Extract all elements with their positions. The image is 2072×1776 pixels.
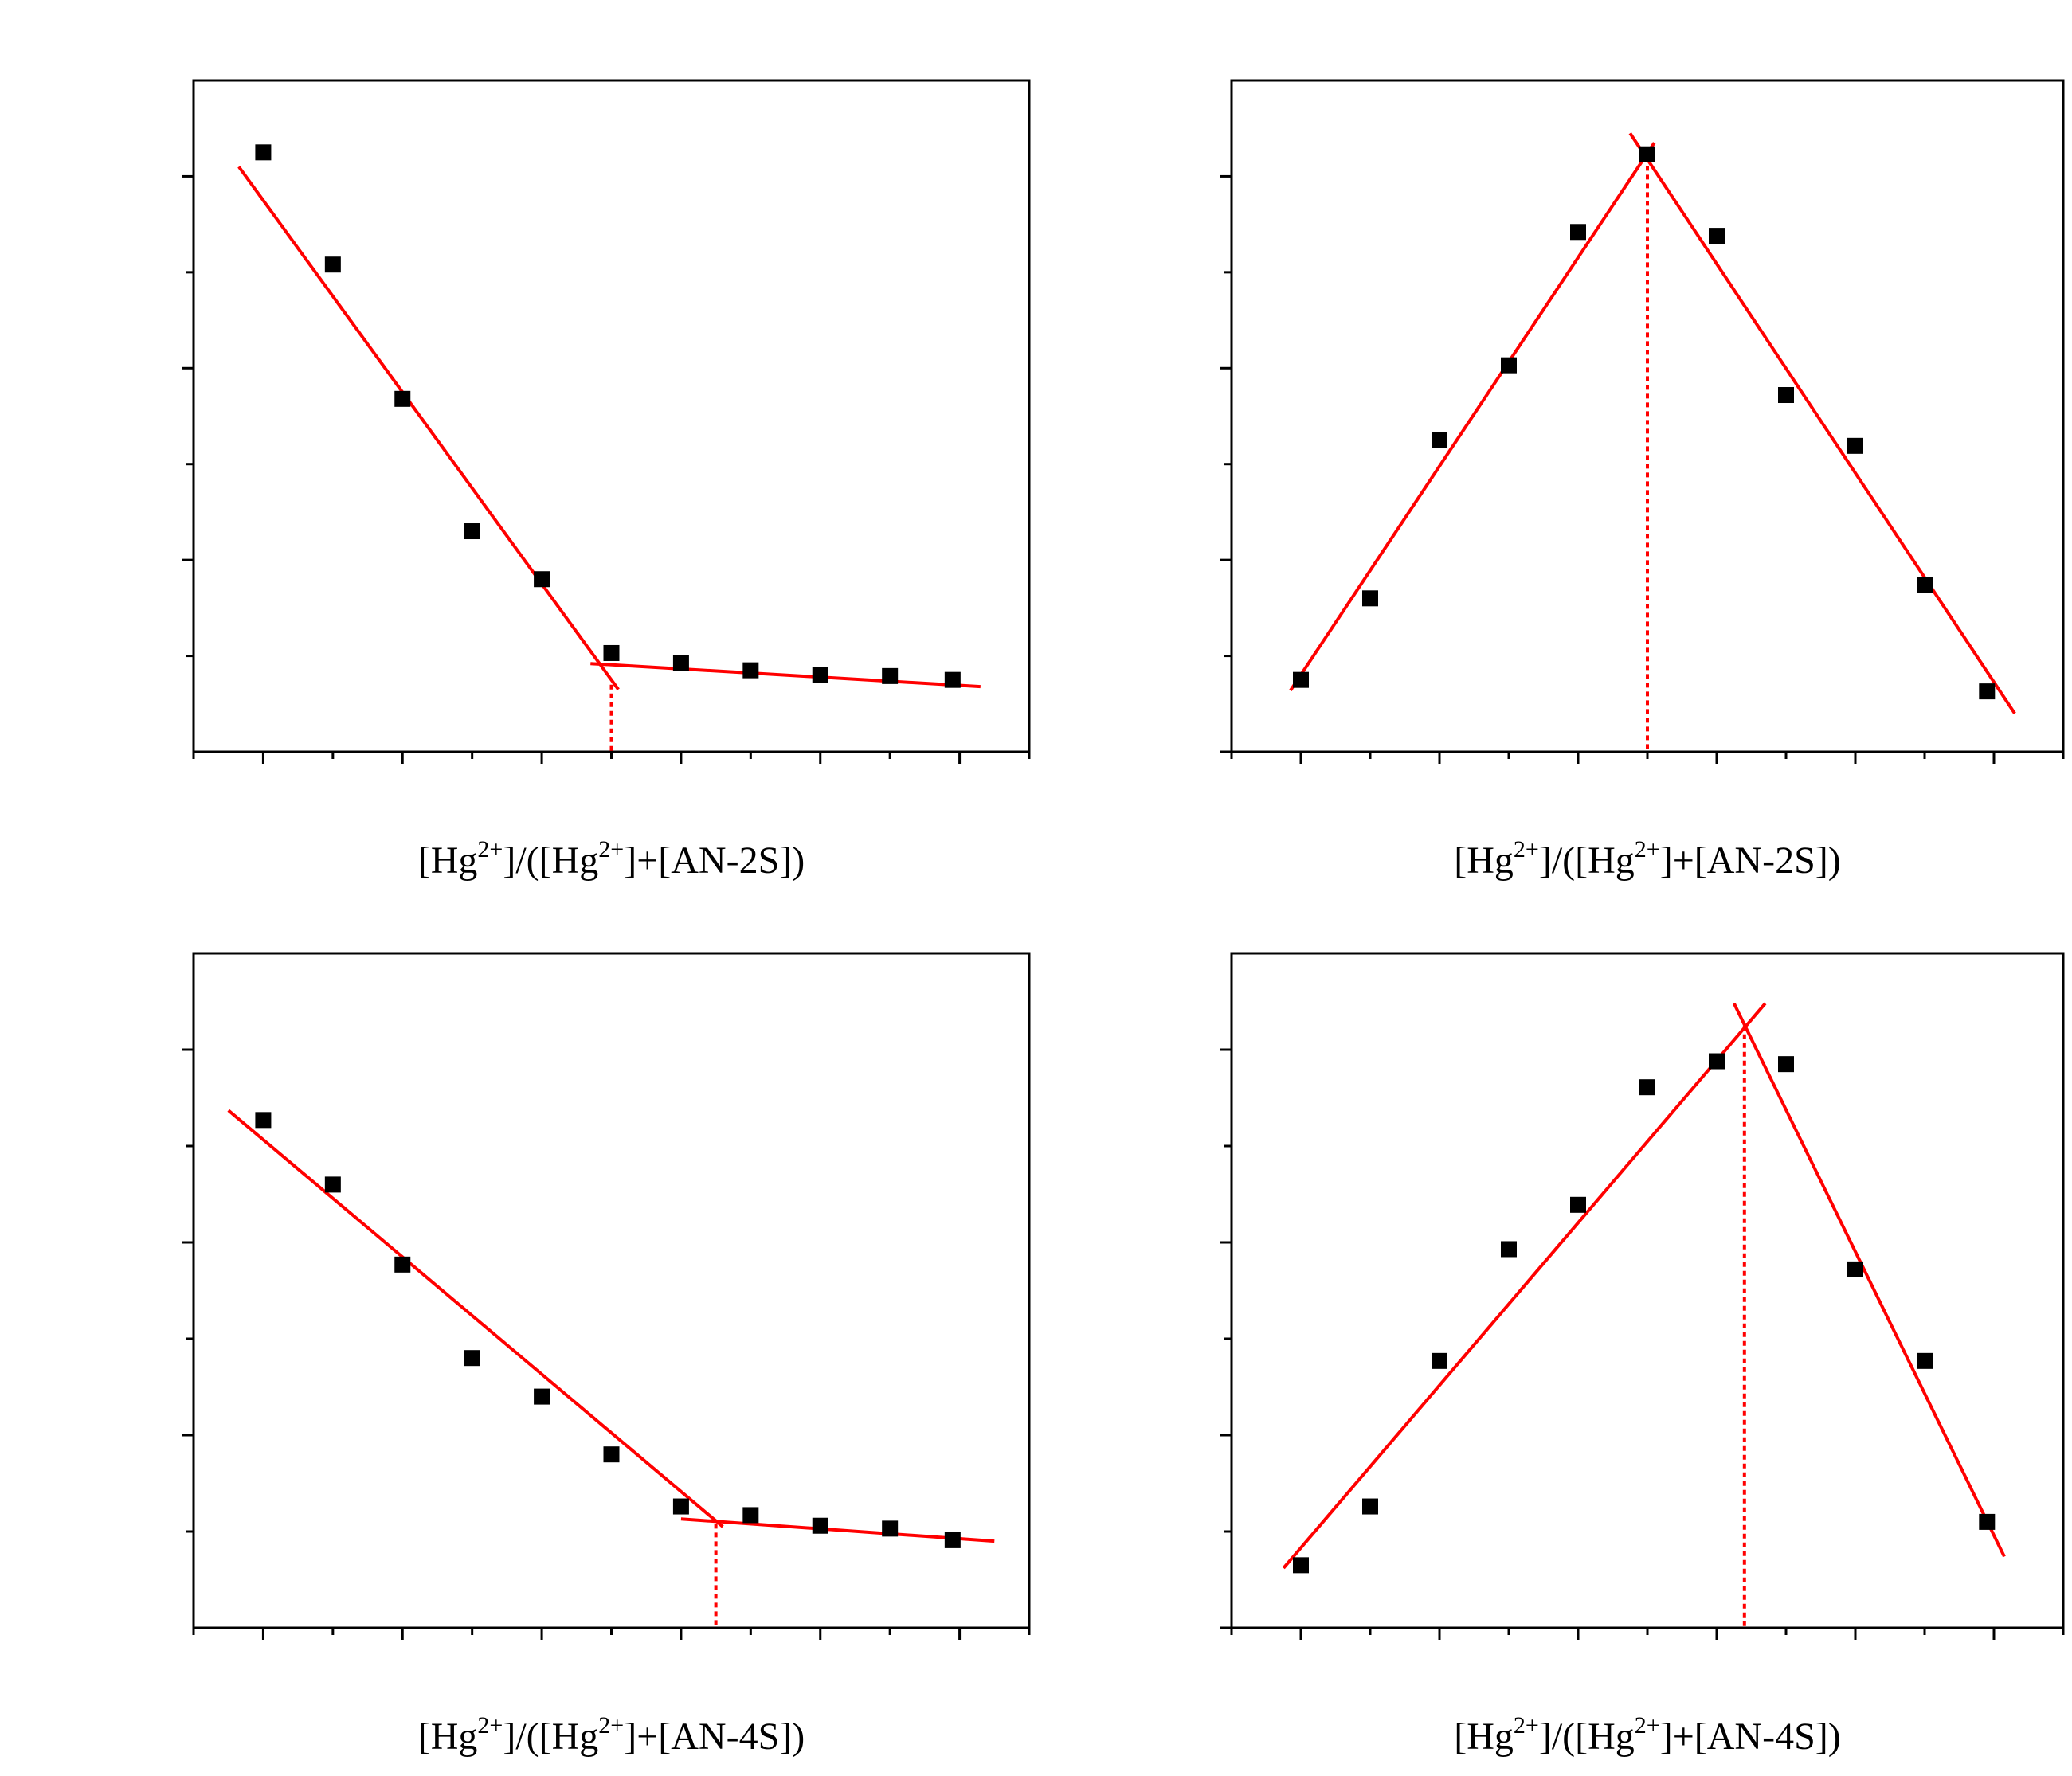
data-point [1709,1053,1725,1070]
data-point [394,1256,411,1273]
panel-d: [Hg2+]/([Hg2+]+[AN-4S]) [1220,952,2065,1758]
data-point [1847,1261,1863,1277]
fit-line-1 [237,166,620,690]
axis-frame [1230,952,2065,1629]
data-point [1778,1056,1794,1073]
data-point [1293,671,1309,688]
data-point [1979,683,1996,700]
x-axis-title-superscript: 2+ [477,1712,503,1739]
data-point [1709,228,1725,244]
x-axis-title-part: [Hg [418,1715,478,1758]
data-point [394,390,411,407]
data-point [1432,1352,1447,1369]
x-axis-title-part: ]+[AN-4S]) [624,1715,805,1758]
x-axis-title-part: ]+[AN-2S]) [1660,839,1841,882]
data-point [812,667,828,683]
data-point [882,1520,899,1537]
fit-line-2 [1628,132,2016,714]
panel-c: [Hg2+]/([Hg2+]+[AN-4S]) [182,952,1031,1758]
x-axis-title-part: ]+[AN-4S]) [1660,1715,1841,1758]
x-axis-title-part: ]+[AN-2S]) [624,839,805,882]
data-point [944,1532,961,1548]
data-point [944,671,961,688]
data-point [1501,357,1517,374]
x-axis-title-superscript: 2+ [1514,1712,1539,1739]
data-point [1847,437,1863,454]
data-point [1570,1196,1586,1213]
data-point [882,667,899,684]
fit-line-2 [1732,1003,2006,1558]
data-point [1639,146,1655,162]
data-point [672,655,689,671]
x-axis-title-part: ]/([Hg [1539,839,1635,882]
data-point [603,644,620,661]
fit-line-2 [590,662,981,689]
fit-line-2 [680,1517,995,1543]
x-axis-title-part: [Hg [1454,1715,1514,1758]
axis-frame [192,952,1031,1629]
data-point [742,1507,759,1524]
data-point [1501,1241,1517,1258]
fit-line-1 [1289,142,1656,692]
data-point [742,662,759,679]
data-point [324,1176,341,1193]
data-point [1778,387,1794,404]
data-point [255,1112,272,1129]
data-point [1639,1079,1655,1096]
data-point [255,144,272,161]
x-axis-title-part: [Hg [1454,839,1514,882]
data-point [534,571,550,588]
data-point [1362,1498,1378,1515]
x-axis-title-superscript: 2+ [598,1712,624,1739]
x-axis-title-part: [Hg [418,839,478,882]
x-axis-title-part: ]/([Hg [1539,1715,1635,1758]
x-axis-title: [Hg2+]/([Hg2+]+[AN-4S]) [418,1712,805,1758]
x-axis-title-superscript: 2+ [1514,836,1539,863]
x-axis-title-superscript: 2+ [1635,1712,1660,1739]
data-point [1362,590,1378,607]
panel-a: [Hg2+]/([Hg2+]+[AN-2S]) [182,79,1031,882]
x-axis-title: [Hg2+]/([Hg2+]+[AN-2S]) [418,836,805,882]
x-axis-title-superscript: 2+ [1635,836,1660,863]
x-axis-title-superscript: 2+ [598,836,624,863]
data-point [672,1498,689,1515]
data-point [1979,1513,1996,1530]
x-axis-title-part: ]/([Hg [503,1715,598,1758]
data-point [534,1388,550,1405]
data-point [324,256,341,273]
data-point [603,1446,620,1463]
data-point [1570,224,1586,241]
x-axis-title-part: ]/([Hg [503,839,598,882]
data-point [464,523,480,540]
data-point [812,1517,828,1534]
x-axis-title: [Hg2+]/([Hg2+]+[AN-2S]) [1454,836,1840,882]
panel-b: [Hg2+]/([Hg2+]+[AN-2S]) [1220,79,2065,882]
data-point [1917,1352,1933,1369]
x-axis-title-superscript: 2+ [477,836,503,863]
data-point [1293,1557,1309,1574]
data-point [464,1350,480,1367]
data-point [1432,432,1447,448]
data-point [1917,577,1933,593]
fit-line-1 [1282,1002,1767,1570]
x-axis-title: [Hg2+]/([Hg2+]+[AN-4S]) [1454,1712,1840,1758]
fit-line-1 [227,1109,724,1528]
